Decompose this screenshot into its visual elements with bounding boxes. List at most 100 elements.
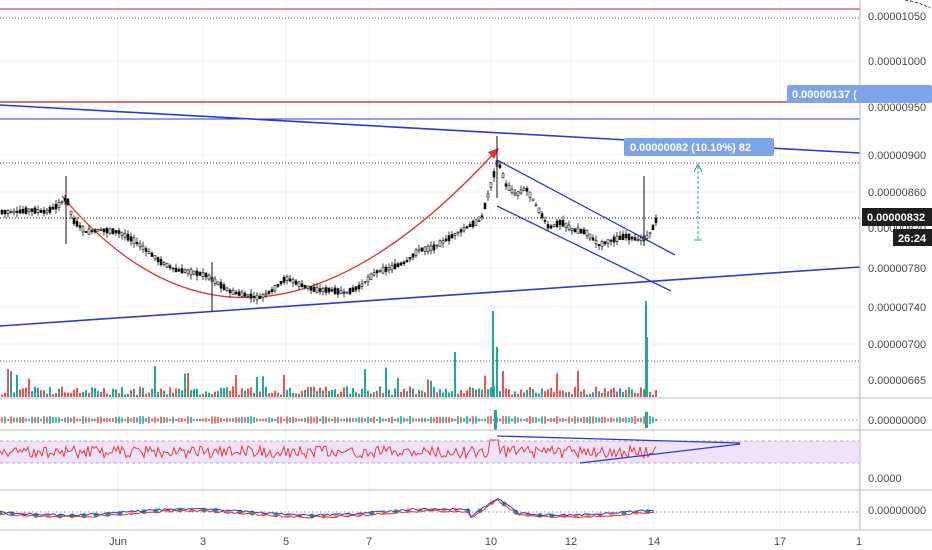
volume-bar (349, 393, 351, 397)
volume-bar (103, 388, 105, 397)
candle (465, 226, 469, 229)
candle (507, 185, 511, 191)
candle (252, 296, 256, 298)
volume-bar (373, 391, 375, 397)
volume-bar (25, 387, 27, 397)
macd-indicator (0, 498, 860, 519)
candle (516, 191, 520, 196)
candle (108, 228, 112, 234)
osc-bar (334, 416, 336, 424)
osc-bar (262, 418, 264, 422)
volume-bar (34, 386, 36, 397)
candle (426, 245, 430, 252)
candle (219, 282, 223, 289)
candle (276, 284, 280, 287)
candle (396, 263, 400, 268)
osc-bar (292, 416, 294, 424)
candle (285, 275, 289, 281)
osc-bar (73, 416, 75, 424)
channel-upper (496, 159, 676, 256)
volume-bar (187, 372, 189, 397)
osc-bar (295, 418, 297, 422)
candle (384, 266, 388, 272)
osc-bar (505, 416, 507, 424)
osc-bar (46, 416, 48, 424)
candle (621, 233, 625, 241)
volume-bar (448, 392, 450, 397)
volume-bar (223, 387, 225, 397)
volume-bar (304, 389, 306, 397)
volume-bar (280, 394, 282, 397)
candle (549, 225, 553, 229)
candle (510, 188, 514, 194)
candle (639, 237, 643, 241)
osc-bar (337, 417, 339, 423)
candle (150, 252, 154, 257)
candle (54, 203, 58, 210)
osc-bar (178, 418, 180, 422)
osc-bar (7, 418, 9, 422)
osc-bar (316, 416, 318, 424)
volume-bar (220, 387, 222, 397)
volume-bar (514, 391, 516, 397)
candle (6, 210, 10, 214)
volume-bar (319, 387, 321, 397)
candle (600, 241, 604, 247)
osc-bar (58, 416, 60, 424)
osc-bar (211, 416, 213, 424)
candle (357, 284, 361, 290)
volume-bar (238, 394, 240, 397)
volume-bar (622, 391, 624, 397)
volume-bar (355, 392, 357, 397)
volume-bar (259, 391, 261, 397)
candle (573, 228, 577, 232)
osc-bar (112, 418, 114, 422)
osc-bar (70, 417, 72, 423)
osc-bar (157, 418, 159, 422)
osc-bar (511, 418, 513, 422)
osc-bar (55, 417, 57, 423)
candle (564, 222, 568, 228)
volume-bar (451, 391, 453, 397)
osc-bar (613, 418, 615, 422)
candle (195, 270, 199, 276)
osc-bar (604, 417, 606, 423)
price-tick-label: 0.00000950 (868, 102, 926, 114)
volume-bar (295, 393, 297, 397)
candle (99, 228, 103, 232)
osc-bar (628, 417, 630, 423)
volume-bar (391, 394, 393, 397)
volume-bar (106, 393, 108, 397)
osc-bar (313, 417, 315, 423)
volume-bar (79, 392, 81, 397)
osc-bar (76, 418, 78, 422)
candle (345, 291, 349, 294)
volume-bar (634, 392, 636, 397)
candle (633, 237, 637, 241)
osc-bar (106, 417, 108, 423)
volume-bar (58, 388, 60, 397)
volume-bar (433, 386, 435, 397)
osc-bar (100, 416, 102, 424)
volume-bar (4, 392, 6, 397)
volume-bar (274, 390, 276, 397)
volume-bar (46, 393, 48, 397)
osc-bar (460, 416, 462, 424)
candle (471, 220, 475, 228)
osc-bar (13, 417, 15, 423)
candle (366, 276, 370, 283)
osc-bar (370, 418, 372, 422)
candle (348, 287, 352, 295)
osc-bar (472, 416, 474, 424)
candle (492, 171, 496, 178)
candle (282, 277, 286, 283)
osc-bar (490, 416, 492, 424)
volume-bar (31, 391, 33, 397)
candle (78, 225, 82, 228)
volume-bar (649, 392, 651, 397)
osc-bar (457, 416, 459, 424)
volume-bar (76, 387, 78, 397)
volume-bar (400, 391, 402, 397)
